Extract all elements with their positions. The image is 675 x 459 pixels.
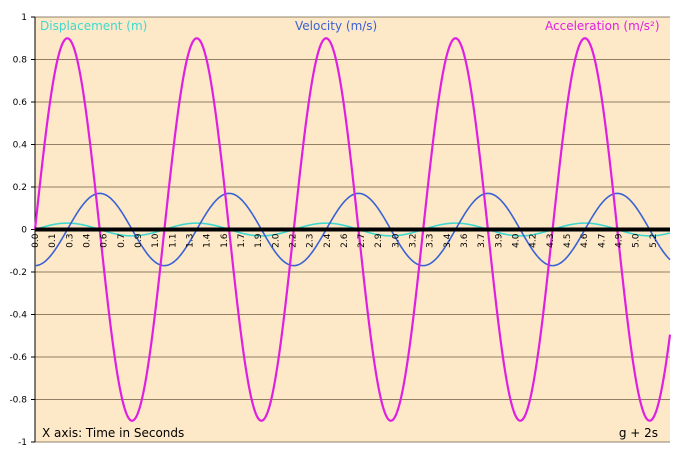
x-tick-label: 3.2 (409, 234, 419, 248)
x-tick-label: 1.7 (237, 234, 247, 248)
series-line (34, 192, 671, 267)
x-tick-label: 4.9 (615, 233, 625, 248)
x-tick-label: 0.3 (65, 234, 75, 248)
x-tick-label: 2.2 (288, 234, 298, 248)
x-tick-label: 1.3 (185, 234, 195, 248)
x-tick-label: 3.0 (391, 233, 401, 248)
legend-entry: Displacement (m) (40, 19, 147, 33)
x-tick-label: 0.9 (134, 233, 144, 248)
x-tick-label: 4.2 (529, 234, 539, 248)
x-tick-label: 5.0 (632, 233, 642, 248)
x-tick-label: 2.0 (271, 233, 281, 248)
chart-annotation: g + 2s (619, 426, 658, 440)
y-tick-label: 0.6 (13, 98, 28, 108)
x-tick-label: 5.2 (649, 234, 659, 248)
y-tick-label: -0.8 (9, 396, 27, 406)
x-tick-label: 3.7 (477, 234, 487, 248)
y-tick-label: 1 (21, 13, 27, 23)
y-tick-label: 0.2 (13, 183, 27, 193)
x-axis-label: X axis: Time in Seconds (42, 426, 184, 440)
y-tick-label: 0.8 (13, 56, 28, 66)
legend: Displacement (m) Velocity (m/s) Accelerati… (40, 19, 660, 33)
x-tick-label: 0.1 (48, 234, 58, 248)
x-tick-label: 3.6 (460, 233, 470, 248)
x-tick-label: 4.3 (546, 234, 556, 248)
grid-lines (35, 16, 670, 443)
x-tick-label: 4.6 (580, 233, 590, 248)
y-axis-ticks: 1 0.8 0.6 0.4 0.2 0 -0.2 -0.4 -0.6 -0.8 -1 (9, 13, 36, 448)
series-line (33, 37, 672, 422)
x-tick-label: 1.9 (254, 233, 264, 248)
x-tick-label: 1.6 (220, 233, 230, 248)
x-tick-label: 3.4 (443, 233, 453, 248)
x-tick-label: 2.6 (340, 233, 350, 248)
x-tick-label: 2.9 (374, 233, 384, 248)
x-axis-ticks: 0.0 0.1 0.3 0.4 0.6 0.7 0.9 1.0 1.1 1.3 1.4 1.6 1.7 1… (31, 233, 659, 248)
y-tick-label: 0 (21, 226, 27, 236)
x-tick-label: 2.4 (323, 233, 333, 248)
y-tick-label: -0.6 (9, 353, 27, 363)
y-tick-label: -0.2 (9, 268, 27, 278)
x-tick-label: 0.7 (117, 234, 127, 248)
x-tick-label: 3.3 (426, 234, 436, 248)
legend-entry: Velocity (m/s) (295, 19, 377, 33)
x-tick-label: 1.1 (168, 234, 178, 248)
x-tick-label: 4.5 (563, 234, 573, 248)
x-tick-label: 1.4 (203, 233, 213, 248)
y-tick-label: 0.4 (13, 141, 28, 151)
x-tick-label: 3.9 (494, 233, 504, 248)
x-tick-label: 0.6 (100, 233, 110, 248)
y-tick-label: -1 (18, 438, 27, 448)
x-tick-label: 0.4 (82, 233, 92, 248)
legend-entry: Acceleration (m/s²) (545, 19, 660, 33)
x-tick-label: 4.0 (512, 233, 522, 248)
x-tick-label: 1.0 (151, 233, 161, 248)
x-tick-label: 2.3 (306, 234, 316, 248)
x-tick-label: 2.7 (357, 234, 367, 248)
x-tick-label: 4.7 (597, 234, 607, 248)
y-tick-label: -0.4 (9, 311, 27, 321)
x-tick-label: 0.0 (31, 233, 41, 248)
